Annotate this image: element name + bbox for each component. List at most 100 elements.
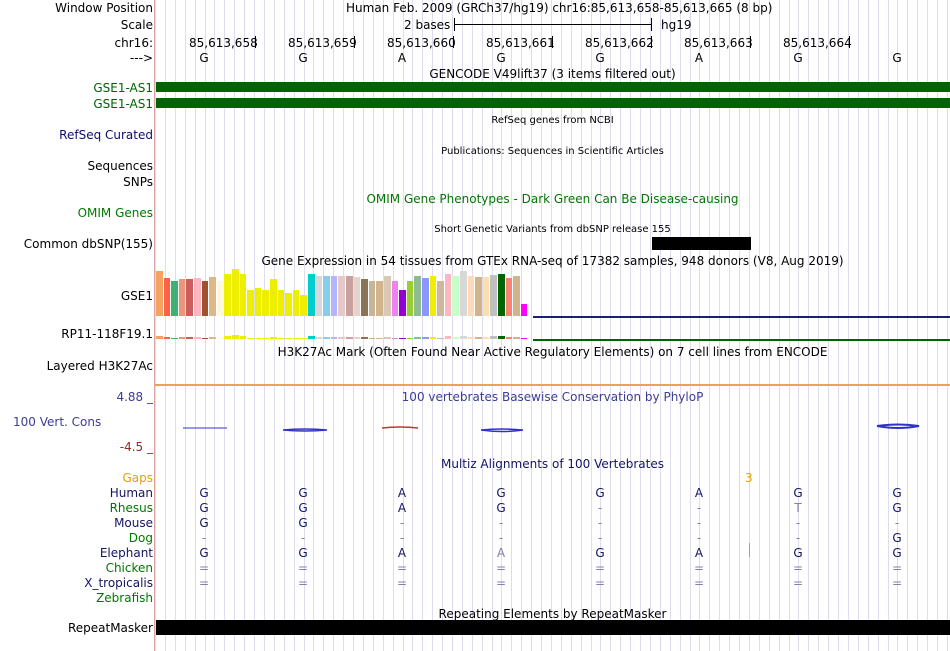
rp11-gtex-bar[interactable] xyxy=(247,338,254,339)
gtex-bar[interactable] xyxy=(414,276,422,316)
gtex-bar[interactable] xyxy=(216,280,224,316)
rp11-gtex-bar[interactable] xyxy=(406,338,414,339)
gtex-bar[interactable] xyxy=(338,276,346,316)
gtex-bar[interactable] xyxy=(429,276,437,316)
gtex-bar[interactable] xyxy=(308,273,315,316)
gtex-bar[interactable] xyxy=(270,279,277,316)
gtex-bar[interactable] xyxy=(194,278,201,316)
gtex-bar[interactable] xyxy=(186,279,194,316)
gtex-bar[interactable] xyxy=(505,278,513,316)
rp11-gtex-bar[interactable] xyxy=(346,337,353,339)
gtex-bar[interactable] xyxy=(178,279,186,316)
rp11-gtex-bar[interactable] xyxy=(156,336,163,339)
gtex-bar[interactable] xyxy=(156,271,163,316)
species-label[interactable]: Human xyxy=(109,486,153,500)
species-label[interactable]: Dog xyxy=(128,531,153,545)
rp11-gtex-bar[interactable] xyxy=(467,337,475,339)
gtex-bar[interactable] xyxy=(353,277,361,316)
gse1-as1-feature-1[interactable] xyxy=(156,82,950,92)
gse1-as1-label-2[interactable]: GSE1-AS1 xyxy=(93,97,153,111)
rp11-gtex-bar[interactable] xyxy=(239,336,247,339)
snps-label[interactable]: SNPs xyxy=(123,175,153,189)
gtex-bar[interactable] xyxy=(247,290,254,316)
gtex-bar[interactable] xyxy=(444,273,452,316)
rp11-gtex-bar[interactable] xyxy=(163,337,171,339)
gse1-as1-feature-2[interactable] xyxy=(156,98,950,108)
gtex-bar[interactable] xyxy=(262,290,270,316)
rp11-gtex-bar[interactable] xyxy=(232,335,239,339)
rp11-gtex-bar[interactable] xyxy=(437,338,444,339)
gtex-bar[interactable] xyxy=(498,273,505,316)
gaps-label[interactable]: Gaps xyxy=(122,471,153,485)
vert-cons-label[interactable]: 100 Vert. Cons xyxy=(13,415,102,429)
rp11-label[interactable]: RP11-118F19.1 xyxy=(61,327,153,341)
gtex-bar[interactable] xyxy=(361,279,368,316)
rp11-gtex-bar[interactable] xyxy=(376,338,384,339)
rp11-gtex-bar[interactable] xyxy=(444,336,452,339)
gtex-bar[interactable] xyxy=(315,276,323,316)
species-label[interactable]: Zebrafish xyxy=(96,591,153,605)
rp11-gtex-bar[interactable] xyxy=(254,338,262,339)
sequences-label[interactable]: Sequences xyxy=(87,159,153,173)
gtex-bar[interactable] xyxy=(520,304,528,316)
species-label[interactable]: Elephant xyxy=(99,546,153,560)
rp11-gtex-bar[interactable] xyxy=(323,337,330,339)
rp11-gtex-bar[interactable] xyxy=(178,337,186,339)
rp11-gtex-bar[interactable] xyxy=(270,337,277,339)
gtex-bar[interactable] xyxy=(224,273,232,316)
gtex-bar[interactable] xyxy=(437,280,444,316)
rp11-gtex-bar[interactable] xyxy=(300,338,308,339)
rp11-gtex-bar[interactable] xyxy=(460,336,467,339)
rp11-gtex-bar[interactable] xyxy=(520,338,528,339)
gtex-bar[interactable] xyxy=(452,276,460,316)
species-label[interactable]: Chicken xyxy=(105,561,153,575)
gtex-bar[interactable] xyxy=(163,278,171,316)
species-label[interactable]: Mouse xyxy=(114,516,153,530)
dbsnp-variant[interactable] xyxy=(652,237,751,250)
rp11-gtex-bar[interactable] xyxy=(368,338,376,339)
gtex-bar[interactable] xyxy=(368,280,376,316)
rp11-gtex-bar[interactable] xyxy=(285,338,292,339)
refseq-label[interactable]: RefSeq Curated xyxy=(59,128,153,142)
gtex-bar[interactable] xyxy=(285,292,292,316)
gtex-bar[interactable] xyxy=(475,277,482,316)
rp11-gtex-bar[interactable] xyxy=(338,337,346,339)
rp11-gtex-bar[interactable] xyxy=(475,337,482,339)
position-text[interactable]: Human Feb. 2009 (GRCh37/hg19) chr16:85,6… xyxy=(346,1,773,15)
gtex-bar[interactable] xyxy=(467,276,475,316)
rp11-gtex-bar[interactable] xyxy=(399,338,406,339)
gse1-gtex-label[interactable]: GSE1 xyxy=(120,289,153,303)
gtex-bar[interactable] xyxy=(209,277,216,316)
gtex-bar[interactable] xyxy=(201,280,209,316)
rp11-gtex-bar[interactable] xyxy=(505,337,513,339)
gtex-bar[interactable] xyxy=(171,280,178,316)
rp11-gtex-bar[interactable] xyxy=(429,337,437,339)
rp11-gtex-bar[interactable] xyxy=(482,337,490,339)
rp11-gtex-bar[interactable] xyxy=(171,338,178,339)
rp11-gtex-bar[interactable] xyxy=(391,338,399,339)
rp11-gtex-bar[interactable] xyxy=(414,337,422,339)
rp11-gtex-bar[interactable] xyxy=(452,337,460,339)
rp11-gtex-bar[interactable] xyxy=(315,337,323,339)
omim-label[interactable]: OMIM Genes xyxy=(77,206,153,220)
rp11-gtex-bar[interactable] xyxy=(194,337,201,339)
repeatmasker-feature[interactable] xyxy=(156,620,950,635)
gtex-bar[interactable] xyxy=(277,290,285,316)
gtex-bar[interactable] xyxy=(292,290,300,316)
rp11-gtex-bar[interactable] xyxy=(353,337,361,339)
rp11-gtex-bar[interactable] xyxy=(384,337,391,339)
rp11-gtex-bar[interactable] xyxy=(186,337,194,339)
gtex-bar[interactable] xyxy=(330,276,338,316)
rp11-gtex-bar[interactable] xyxy=(308,336,315,339)
gtex-bar[interactable] xyxy=(513,276,520,316)
rp11-gtex-bar[interactable] xyxy=(292,338,300,339)
gtex-bar[interactable] xyxy=(346,276,353,316)
gtex-bar[interactable] xyxy=(254,287,262,316)
rp11-gtex-bar[interactable] xyxy=(209,337,216,339)
rp11-gtex-bar[interactable] xyxy=(330,337,338,339)
gtex-bar[interactable] xyxy=(384,276,391,316)
gtex-bar[interactable] xyxy=(406,280,414,316)
gse1-as1-label-1[interactable]: GSE1-AS1 xyxy=(93,81,153,95)
gtex-bar[interactable] xyxy=(490,274,498,316)
rp11-gtex-bar[interactable] xyxy=(498,336,505,339)
